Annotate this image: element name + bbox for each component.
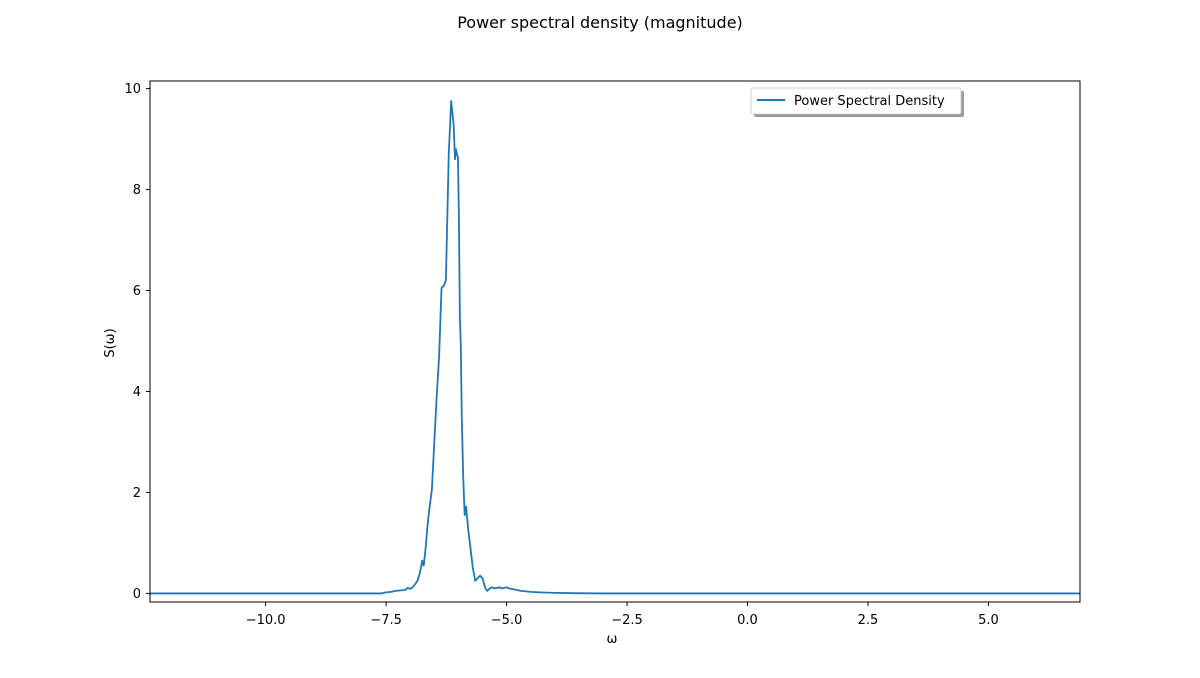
legend-entry-label: Power Spectral Density [794, 94, 945, 109]
x-tick-label: −10.0 [246, 613, 286, 628]
x-tick-label: 0.0 [737, 613, 758, 628]
y-tick-label: 4 [133, 385, 141, 400]
y-tick-label: 8 [133, 183, 141, 198]
y-tick-label: 10 [124, 82, 141, 97]
y-tick-label: 0 [133, 587, 141, 602]
x-tick-label: −2.5 [611, 613, 643, 628]
series-group [150, 100, 1080, 595]
y-axis-ticks: 0 2 4 6 8 10 [124, 82, 150, 602]
y-axis-label: S(ω) [103, 328, 118, 357]
x-tick-label: −7.5 [370, 613, 402, 628]
legend: Power Spectral Density [750, 87, 964, 117]
plot-border [149, 80, 1081, 603]
chart-title: Power spectral density (magnitude) [457, 13, 743, 32]
x-tick-label: −5.0 [491, 613, 523, 628]
x-tick-label: 5.0 [978, 613, 999, 628]
x-tick-label: 2.5 [858, 613, 879, 628]
x-axis-ticks: −10.0 −7.5 −5.0 −2.5 0.0 2.5 5.0 [246, 602, 999, 628]
y-tick-label: 2 [133, 486, 141, 501]
x-axis-label: ω [607, 632, 618, 647]
legend-box [750, 87, 962, 115]
series-line-power-spectral-density [150, 100, 1080, 595]
plot-area [150, 81, 1080, 602]
y-tick-label: 6 [133, 284, 141, 299]
